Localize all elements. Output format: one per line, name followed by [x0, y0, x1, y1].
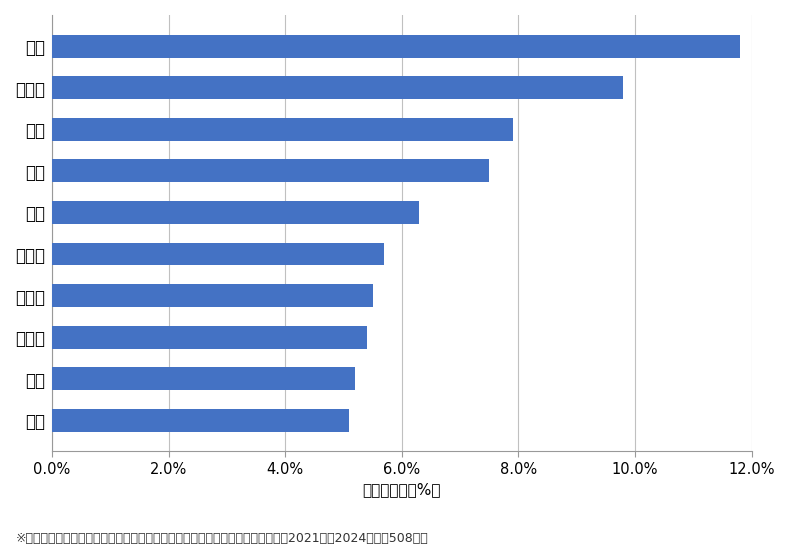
- Bar: [52, 118, 513, 141]
- Bar: [52, 284, 373, 307]
- Bar: [52, 242, 385, 266]
- Bar: [52, 159, 489, 182]
- Bar: [52, 409, 349, 431]
- Bar: [52, 201, 419, 224]
- Bar: [52, 77, 623, 99]
- Bar: [52, 367, 356, 390]
- Bar: [52, 35, 740, 58]
- Text: ※弊社受付の案件を対象に、受付時に市区町村の回答があったものを集計（期間2021年～2024年、計508件）: ※弊社受付の案件を対象に、受付時に市区町村の回答があったものを集計（期間2021…: [16, 532, 428, 545]
- Bar: [52, 326, 367, 349]
- X-axis label: 件数の割合（%）: 件数の割合（%）: [363, 483, 441, 498]
